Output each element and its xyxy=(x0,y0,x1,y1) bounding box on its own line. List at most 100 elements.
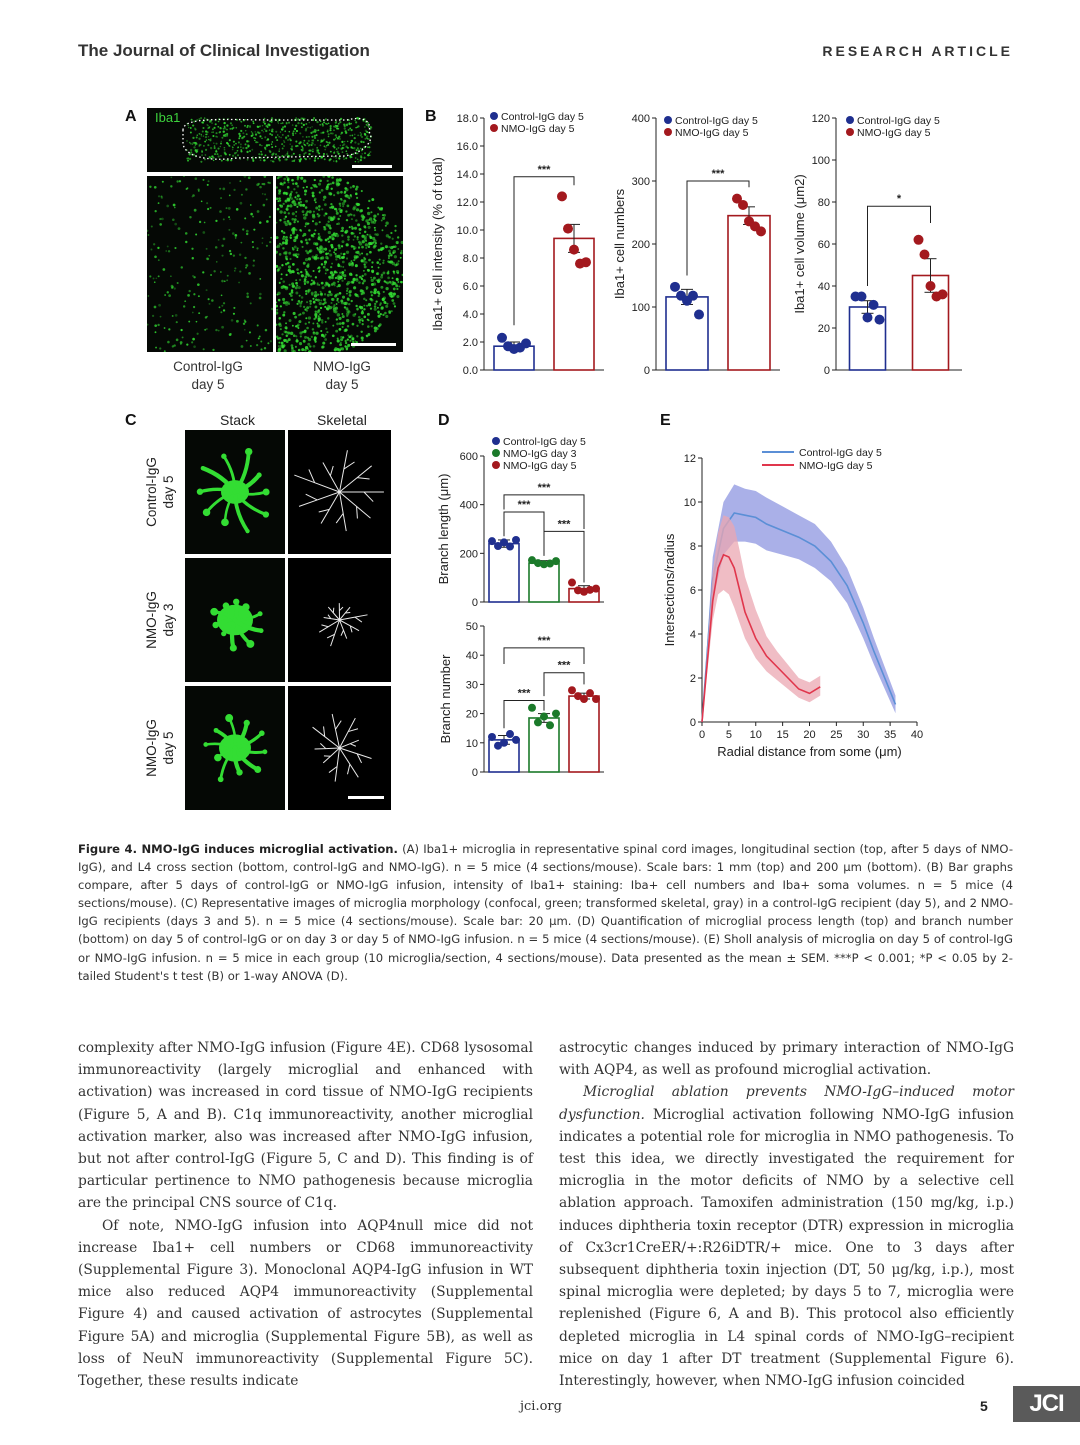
cell-dot xyxy=(352,313,356,317)
cell-dot xyxy=(202,178,205,181)
cell-dot xyxy=(368,258,371,262)
cell-dot xyxy=(330,202,333,206)
skeleton-branch xyxy=(326,619,340,647)
cell-dot xyxy=(260,340,263,343)
cell-dot xyxy=(283,125,287,128)
cell-dot xyxy=(304,345,309,350)
cell-dot xyxy=(397,260,400,263)
data-point xyxy=(856,291,867,302)
cell-dot xyxy=(316,157,319,160)
data-point xyxy=(540,560,548,569)
cell-dot xyxy=(294,182,298,186)
cell-dot xyxy=(318,269,321,272)
footer-url[interactable]: jci.org xyxy=(520,1399,562,1414)
cell-dot xyxy=(271,146,274,148)
cell-dot xyxy=(358,253,362,256)
cell-dot xyxy=(183,176,185,178)
cell-dot xyxy=(347,334,350,337)
y-tick-label: 100 xyxy=(632,302,650,314)
data-point xyxy=(568,686,576,695)
cell-dot xyxy=(303,280,307,283)
cell-dot xyxy=(329,150,332,153)
cell-dot xyxy=(313,136,317,140)
cell-dot xyxy=(192,153,195,156)
cell-dot xyxy=(361,339,364,342)
cell-dot xyxy=(333,194,336,197)
cell-dot xyxy=(234,234,238,237)
cell-dot xyxy=(339,117,343,121)
skeleton-branch xyxy=(339,747,372,764)
cell-dot xyxy=(374,302,377,306)
cell-dot xyxy=(147,295,150,297)
cell-dot xyxy=(310,186,313,190)
cell-dot xyxy=(278,317,281,320)
cell-dot xyxy=(213,270,216,273)
cell-dot xyxy=(394,229,397,232)
cell-dot xyxy=(317,293,320,296)
skeleton-branch xyxy=(331,713,342,749)
cell-dot xyxy=(178,180,182,183)
cell-dot xyxy=(295,191,298,194)
cell-dot xyxy=(358,281,361,284)
cell-dot xyxy=(338,158,341,160)
cell-dot xyxy=(330,205,335,209)
cell-dot xyxy=(339,271,342,274)
cell-dot xyxy=(341,202,345,206)
y-tick-label: 10 xyxy=(684,497,696,509)
cell-dot xyxy=(147,229,149,232)
cell-dot xyxy=(307,316,312,320)
cell-dot xyxy=(227,207,231,210)
cell-dot xyxy=(331,237,335,241)
cell-dot xyxy=(347,235,350,239)
cell-dot xyxy=(283,217,286,221)
cell-dot xyxy=(229,182,231,184)
cell-dot xyxy=(304,238,308,242)
data-point xyxy=(546,559,554,568)
cell-dot xyxy=(388,252,392,255)
cell-dot xyxy=(352,232,355,235)
cell-dot xyxy=(324,338,328,341)
cell-dot xyxy=(195,151,198,154)
cell-dot xyxy=(395,240,399,245)
cell-dot xyxy=(292,334,296,337)
cell-dot xyxy=(341,295,346,299)
cell-dot xyxy=(361,245,364,249)
cell-dot xyxy=(382,290,385,294)
cell-dot xyxy=(222,309,226,312)
cell-dot xyxy=(373,226,376,229)
cell-dot xyxy=(271,130,274,133)
cell-dot xyxy=(252,159,255,162)
cell-dot xyxy=(252,246,255,249)
panel-label-a: A xyxy=(125,108,137,125)
cell-dot xyxy=(254,133,258,136)
data-point xyxy=(756,226,766,237)
cell-dot xyxy=(309,275,312,278)
cell-dot xyxy=(314,305,318,309)
cell-dot xyxy=(258,153,261,156)
cell-dot xyxy=(343,158,346,161)
cell-dot xyxy=(330,132,333,135)
cell-dot xyxy=(312,297,315,300)
cell-dot xyxy=(258,296,262,300)
cell-dot xyxy=(251,240,254,244)
data-point xyxy=(534,718,542,727)
cell-dot xyxy=(280,243,283,246)
cell-dot xyxy=(363,308,366,311)
cell-dot xyxy=(296,338,298,341)
cell-dot xyxy=(377,324,381,328)
cell-dot xyxy=(290,190,293,194)
cell-dot xyxy=(307,263,310,266)
cell-dot xyxy=(270,120,273,123)
cell-dot xyxy=(161,217,164,221)
cell-dot xyxy=(319,313,322,316)
cell-dot xyxy=(296,268,299,271)
cell-dot xyxy=(338,202,342,206)
cell-dot xyxy=(249,345,252,348)
cell-dot xyxy=(367,303,372,307)
cell-dot xyxy=(360,293,363,296)
cell-dot xyxy=(304,268,307,271)
cell-dot xyxy=(325,307,329,310)
